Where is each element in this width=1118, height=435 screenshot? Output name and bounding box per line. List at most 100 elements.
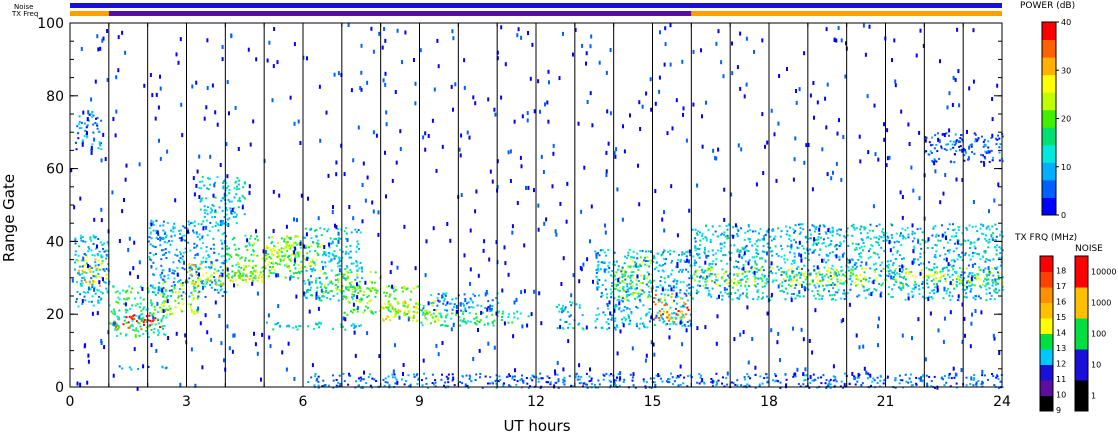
echo-cell — [139, 325, 142, 328]
echo-cell — [407, 304, 410, 307]
echo-cell — [240, 275, 243, 278]
echo-cell — [327, 291, 330, 294]
echo-cell — [219, 281, 222, 284]
echo-cell — [220, 341, 223, 346]
echo-cell — [712, 380, 715, 383]
echo-cell — [763, 282, 766, 285]
echo-cell — [726, 288, 728, 291]
echo-cell — [640, 274, 643, 277]
echo-cell — [991, 97, 994, 101]
echo-cell — [393, 309, 395, 312]
echo-cell — [684, 325, 687, 328]
echo-cell — [200, 198, 203, 201]
echo-cell — [822, 260, 825, 263]
echo-cell — [750, 268, 753, 271]
echo-cell — [480, 305, 483, 308]
echo-cell — [794, 224, 797, 227]
echo-cell — [996, 375, 999, 378]
echo-cell — [660, 276, 663, 278]
echo-cell — [858, 294, 861, 297]
echo-cell — [335, 379, 338, 381]
echo-cell — [216, 289, 219, 291]
echo-cell — [642, 323, 645, 326]
echo-cell — [840, 266, 843, 268]
echo-cell — [901, 282, 904, 285]
echo-cell — [563, 376, 566, 379]
echo-cell — [358, 280, 361, 283]
echo-cell — [934, 253, 937, 256]
echo-cell — [212, 204, 215, 207]
echo-cell — [755, 252, 758, 255]
echo-cell — [236, 284, 239, 286]
echo-cell — [115, 329, 118, 332]
echo-cell — [272, 266, 274, 268]
echo-cell — [673, 299, 676, 302]
echo-cell — [115, 300, 118, 303]
echo-cell — [465, 322, 468, 325]
echo-cell — [297, 270, 300, 273]
echo-cell — [804, 278, 807, 281]
echo-cell — [933, 266, 936, 269]
echo-cell — [214, 216, 216, 218]
echo-cell — [422, 135, 425, 140]
echo-cell — [886, 264, 889, 267]
echo-cell — [974, 247, 977, 250]
echo-cell — [220, 255, 223, 258]
echo-cell — [82, 277, 85, 280]
echo-cell — [855, 243, 858, 246]
echo-cell — [757, 269, 760, 272]
echo-cell — [928, 141, 931, 144]
echo-cell — [351, 291, 354, 293]
echo-cell — [246, 248, 249, 251]
echo-cell — [115, 75, 118, 80]
echo-cell — [955, 235, 958, 238]
echo-cell — [830, 284, 833, 286]
echo-cell — [960, 243, 963, 246]
echo-cell — [902, 286, 905, 289]
echo-cell — [618, 276, 621, 279]
echo-cell — [943, 133, 946, 137]
echo-cell — [992, 156, 995, 159]
echo-cell — [91, 286, 94, 289]
echo-cell — [313, 229, 316, 232]
echo-cell — [254, 277, 257, 280]
echo-cell — [352, 288, 355, 291]
echo-cell — [918, 288, 921, 291]
echo-cell — [96, 124, 99, 127]
echo-cell — [804, 374, 807, 377]
echo-cell — [993, 384, 996, 386]
echo-cell — [153, 305, 156, 308]
echo-cell — [642, 380, 645, 383]
echo-cell — [339, 248, 342, 251]
echo-cell — [735, 265, 738, 268]
echo-cell — [962, 149, 965, 152]
echo-cell — [330, 258, 333, 261]
echo-cell — [730, 192, 733, 197]
echo-cell — [971, 151, 973, 154]
echo-cell — [759, 257, 761, 260]
echo-cell — [973, 245, 976, 248]
echo-cell — [793, 259, 796, 262]
echo-cell — [562, 378, 565, 381]
echo-cell — [295, 259, 298, 262]
echo-cell — [926, 247, 929, 249]
echo-cell — [647, 260, 650, 262]
echo-cell — [798, 252, 801, 257]
echo-cell — [910, 165, 913, 170]
echo-cell — [417, 377, 420, 380]
echo-cell — [731, 286, 734, 289]
echo-cell — [276, 251, 278, 253]
echo-cell — [943, 375, 946, 377]
echo-cell — [180, 282, 183, 285]
echo-cell — [698, 248, 701, 250]
echo-cell — [818, 253, 821, 256]
echo-cell — [569, 314, 572, 317]
echo-cell — [924, 136, 927, 139]
echo-cell — [162, 302, 165, 305]
echo-cell — [716, 314, 719, 319]
echo-cell — [340, 259, 343, 262]
echo-cell — [232, 216, 235, 218]
echo-cell — [81, 272, 84, 275]
echo-cell — [239, 274, 242, 277]
echo-cell — [904, 298, 907, 301]
